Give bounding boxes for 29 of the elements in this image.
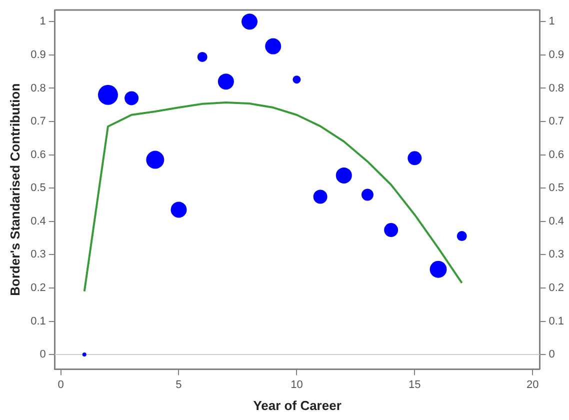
y-tick-label: 1 [40, 16, 46, 28]
y2-tick-label: 0.1 [548, 315, 564, 328]
y2-tick-label: 0.5 [548, 182, 564, 194]
x-tick-label: 0 [58, 378, 64, 391]
y-tick-label: 0.6 [30, 148, 46, 161]
x-tick-label: 5 [176, 378, 182, 391]
y2-tick-label: 0.6 [548, 148, 564, 161]
y2-tick-label: 0.2 [548, 282, 564, 294]
y2-tick-label: 0.7 [548, 116, 564, 128]
y-tick-label: 0.3 [30, 248, 46, 261]
y2-tick-label: 0.8 [548, 82, 564, 94]
y-tick-label: 0 [40, 348, 46, 361]
y-tick-label: 0.8 [30, 82, 46, 94]
y-tick-label: 0.4 [30, 215, 46, 228]
y2-tick-label: 1 [548, 16, 555, 28]
x-tick-label: 20 [526, 378, 539, 391]
y-tick-label: 0.9 [30, 48, 46, 61]
x-tick-label: 15 [408, 378, 421, 391]
y-tick-label: 0.1 [30, 315, 46, 328]
y2-tick-label: 0.3 [548, 248, 564, 261]
y-tick-label: 0.7 [30, 116, 46, 128]
y-axis-title: Border's Standarised Contribution [7, 83, 22, 296]
y-tick-label: 0.2 [30, 282, 46, 294]
y2-tick-label: 0.4 [548, 215, 564, 228]
y2-tick-label: 0.9 [548, 48, 564, 61]
y2-tick-label: 0 [548, 348, 555, 361]
y-tick-label: 0.5 [30, 182, 46, 194]
x-tick-label: 10 [290, 378, 303, 391]
x-axis-title: Year of Career [253, 398, 342, 413]
